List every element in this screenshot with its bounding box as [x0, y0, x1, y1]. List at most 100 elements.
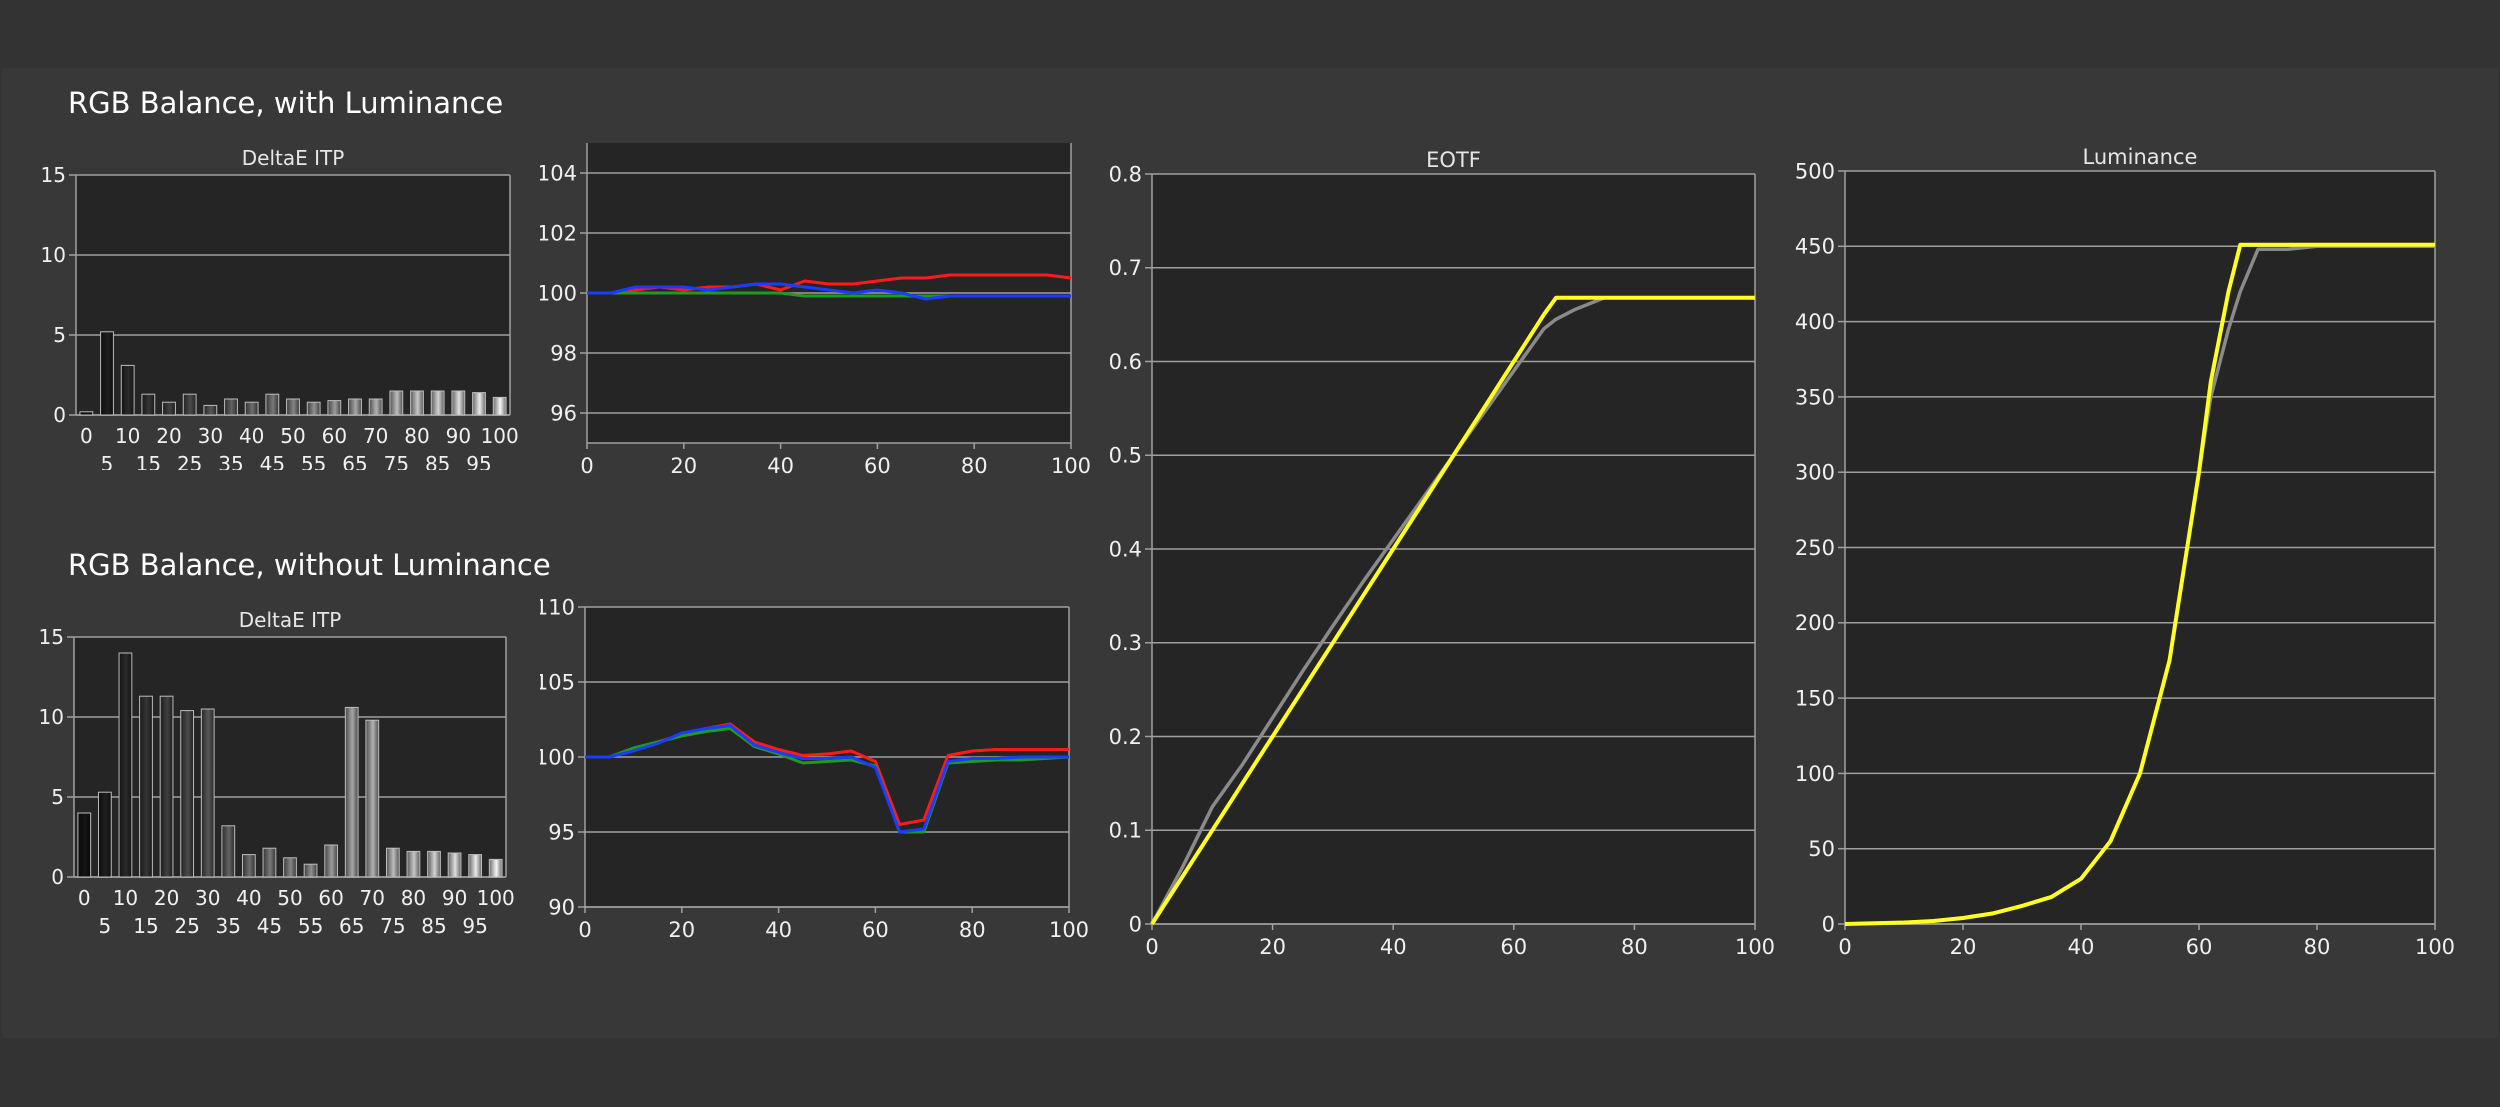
y-tick-label: 350 [1795, 385, 1835, 409]
bar [244, 401, 259, 416]
bar [451, 390, 466, 416]
bar [180, 710, 195, 878]
x-tick-label: 75 [380, 914, 405, 938]
x-tick-label: 5 [98, 914, 111, 938]
plot-area [74, 637, 506, 877]
y-tick-label: 0.8 [1109, 162, 1142, 186]
bar [306, 401, 321, 416]
bar [224, 398, 238, 416]
y-tick-label: 250 [1795, 536, 1835, 560]
y-tick-label: 0.3 [1109, 631, 1142, 655]
x-tick-label: 20 [1259, 935, 1286, 959]
x-tick-label: 0 [78, 886, 91, 910]
x-tick-label: 35 [216, 914, 241, 938]
x-tick-label: 60 [864, 454, 891, 478]
y-tick-label: 104 [540, 161, 577, 185]
x-tick-label: 85 [421, 914, 446, 938]
x-tick-label: 60 [318, 886, 343, 910]
x-tick-label: 60 [322, 424, 347, 448]
bar [303, 863, 318, 878]
x-tick-label: 10 [113, 886, 138, 910]
x-tick-label: 5 [101, 452, 114, 470]
y-tick-label: 95 [548, 820, 575, 844]
x-tick-label: 35 [218, 452, 243, 470]
bar [327, 400, 342, 416]
bar [283, 857, 297, 878]
bar [410, 390, 424, 416]
x-tick-label: 80 [2304, 935, 2331, 959]
bar [447, 852, 462, 878]
bar [389, 390, 404, 416]
x-tick-label: 70 [363, 424, 388, 448]
y-tick-label: 0 [51, 865, 64, 889]
chart-title: EOTF [1426, 148, 1481, 172]
x-tick-label: 40 [767, 454, 794, 478]
rgb-balance-with-luminance-chart: 96 98 100 102 104 0 20 40 60 80 100 [540, 143, 1091, 478]
x-tick-label: 95 [466, 452, 491, 470]
chart-title: Luminance [2083, 145, 2198, 169]
x-tick-label: 30 [195, 886, 220, 910]
y-tick-label: 100 [1795, 762, 1835, 786]
x-tick-label: 75 [384, 452, 409, 470]
x-tick-label: 20 [156, 424, 181, 448]
x-tick-label: 25 [177, 452, 202, 470]
bar [77, 812, 92, 878]
x-tick-label: 100 [477, 886, 515, 910]
x-tick-label: 80 [961, 454, 988, 478]
bar [100, 331, 114, 416]
bar [200, 708, 215, 878]
y-tick-label: 90 [548, 895, 575, 919]
y-tick-label: 0 [1129, 912, 1142, 936]
section-title-without-luminance: RGB Balance, without Luminance [68, 548, 551, 582]
bar [324, 844, 339, 878]
bar [120, 364, 135, 416]
x-tick-label: 90 [446, 424, 471, 448]
y-tick-label: 0.4 [1109, 537, 1142, 561]
x-tick-label: 20 [668, 918, 695, 942]
x-tick-label: 40 [1380, 935, 1407, 959]
chart-title: DeltaE ITP [239, 608, 342, 632]
y-tick-label: 102 [540, 221, 577, 245]
bar [472, 392, 486, 416]
x-tick-label: 100 [2415, 935, 2455, 959]
y-tick-label: 0 [1822, 912, 1835, 936]
y-tick-label: 400 [1795, 310, 1835, 334]
y-tick-label: 15 [39, 625, 64, 649]
x-tick-label: 45 [260, 452, 285, 470]
luminance-chart: Luminance 0 50 100 150 200 250 300 350 400 450 500 0… [1795, 145, 2455, 959]
bar [368, 398, 383, 416]
y-tick-label: 10 [39, 705, 64, 729]
x-tick-label: 65 [339, 914, 364, 938]
y-tick-label: 98 [550, 341, 577, 365]
x-tick-label: 60 [2186, 935, 2213, 959]
x-tick-label: 100 [1051, 454, 1091, 478]
x-tick-label: 80 [401, 886, 426, 910]
deltae-itp-with-luminance-chart: DeltaE ITP051015051015202530354045505560… [41, 146, 519, 470]
x-tick-label: 15 [136, 452, 161, 470]
x-tick-label: 100 [1049, 918, 1089, 942]
bar [182, 393, 197, 416]
y-tick-label: 0.6 [1109, 350, 1142, 374]
x-tick-label: 30 [198, 424, 223, 448]
x-tick-label: 20 [670, 454, 697, 478]
plot-area [76, 175, 510, 415]
y-tick-label: 0.2 [1109, 725, 1142, 749]
y-tick-label: 0.1 [1109, 819, 1142, 843]
y-tick-label: 110 [540, 595, 575, 619]
x-tick-label: 40 [765, 918, 792, 942]
section-title-with-luminance: RGB Balance, with Luminance [68, 86, 504, 120]
bar [97, 791, 112, 878]
y-tick-label: 10 [41, 243, 66, 267]
x-tick-label: 60 [1500, 935, 1527, 959]
chart-title: DeltaE ITP [242, 146, 345, 170]
deltae-itp-without-luminance-chart: DeltaE ITP051015051015202530354045505560… [39, 608, 515, 938]
blue-line [585, 724, 1069, 834]
x-tick-label: 0 [80, 424, 93, 448]
x-tick-label: 55 [301, 452, 326, 470]
x-tick-label: 70 [360, 886, 385, 910]
y-tick-label: 96 [550, 401, 577, 425]
bar [365, 719, 380, 878]
x-tick-label: 85 [425, 452, 450, 470]
bar [492, 396, 507, 416]
